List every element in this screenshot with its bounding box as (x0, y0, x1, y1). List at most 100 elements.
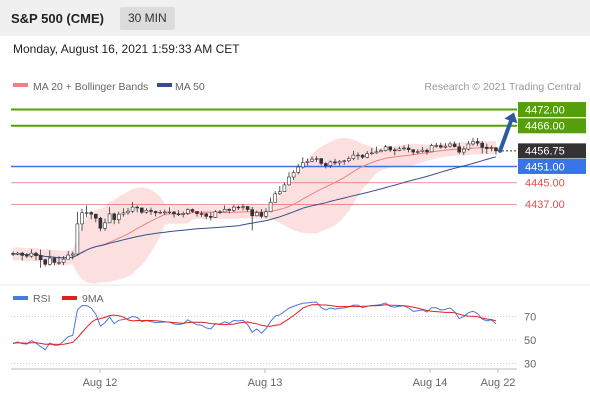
candle (103, 218, 107, 231)
candle-body (24, 255, 29, 257)
candle (57, 256, 61, 265)
candle (484, 143, 489, 154)
candle (98, 216, 103, 232)
candle-body (310, 158, 314, 162)
chart-timestamp: Monday, August 16, 2021 1:59:33 AM CET (13, 42, 240, 56)
ma50-legend-label: MA 50 (175, 81, 205, 93)
candle-body (411, 149, 416, 153)
candle-body (480, 142, 485, 148)
candle (356, 152, 360, 160)
candle (218, 210, 222, 215)
candle-body (300, 162, 305, 168)
candle (195, 211, 199, 217)
candle-body (84, 212, 89, 214)
candle-body (236, 206, 241, 209)
candle (241, 203, 245, 211)
candle (176, 210, 181, 217)
candle (480, 140, 485, 154)
candle (250, 206, 254, 231)
forecast-arrow-shaft (498, 119, 513, 153)
candle (20, 251, 25, 261)
candle-body (213, 211, 218, 218)
candle (392, 147, 397, 156)
candle-body (305, 161, 310, 163)
candle-body (94, 213, 98, 219)
candle-body (438, 145, 443, 148)
candle (434, 142, 439, 148)
candle-body (71, 253, 75, 256)
candle (84, 205, 89, 218)
candle-body (484, 146, 489, 149)
candle-body (314, 158, 319, 160)
candle (323, 162, 328, 169)
candle (29, 249, 34, 258)
candle (360, 154, 365, 159)
candle (158, 210, 162, 214)
candle (411, 149, 416, 156)
candle-body (268, 201, 273, 213)
candle (186, 208, 190, 215)
candle-body (415, 151, 420, 153)
candle-body (107, 213, 112, 224)
interval-selector[interactable]: 30 MIN (120, 7, 175, 30)
candle-body (333, 161, 337, 164)
candle (89, 210, 93, 220)
candle-body (34, 252, 38, 256)
candle (287, 172, 291, 186)
bollinger-legend-swatch (13, 83, 28, 87)
x-tick-label: Aug 13 (248, 377, 283, 389)
candle (47, 250, 52, 266)
candle-body (425, 149, 429, 153)
candle (471, 137, 475, 146)
resistance-label: 4466.00 (525, 121, 565, 133)
rsi-ma-line (12, 304, 497, 345)
candle (415, 149, 420, 154)
candlesticks (11, 137, 498, 268)
rsi-tick-label: 70 (524, 312, 536, 324)
chart-header: S&P 500 (CME) 30 MIN (0, 0, 590, 36)
candle-body (135, 206, 139, 209)
candle (213, 210, 218, 218)
candle (273, 191, 278, 203)
resistance-label-box (518, 102, 586, 118)
moving-averages (12, 147, 497, 259)
rsi-legend-label: RSI (33, 293, 51, 305)
candle (24, 252, 29, 259)
candle (199, 211, 204, 218)
support-label: 4445.00 (525, 178, 565, 190)
candle-body (140, 207, 144, 213)
candle-body (402, 147, 406, 150)
candle-body (149, 210, 153, 212)
candle-body (209, 216, 213, 218)
candle (365, 151, 370, 159)
candle (181, 211, 185, 218)
candle (117, 211, 121, 224)
candle-body (153, 211, 158, 214)
candle-body (429, 145, 434, 153)
rsi-gridlines: 70 50 30 (11, 312, 536, 370)
candle (305, 158, 310, 166)
candle (34, 251, 38, 261)
candle-body (420, 149, 425, 152)
candle-body (494, 147, 498, 152)
ma50-line (12, 156, 497, 259)
candle-body (365, 153, 370, 158)
candle (140, 207, 144, 214)
candle (314, 156, 319, 162)
candle (369, 148, 374, 156)
instrument-title: S&P 500 (CME) (11, 11, 104, 26)
rsi-tick-label: 50 (524, 335, 536, 347)
candle (255, 210, 259, 217)
candle-body (103, 222, 107, 229)
candle-body (356, 154, 360, 157)
candle-body (241, 206, 245, 208)
candle-body (379, 150, 383, 153)
candle-body (245, 206, 250, 210)
candle (406, 144, 411, 153)
price-legend: MA 20 + Bollinger Bands MA 50 Research ©… (13, 81, 581, 93)
candle (222, 205, 227, 213)
candle-body (360, 154, 365, 158)
candle (11, 251, 15, 257)
candle (190, 208, 195, 213)
rsi-legend: RSI 9MA (13, 293, 104, 305)
